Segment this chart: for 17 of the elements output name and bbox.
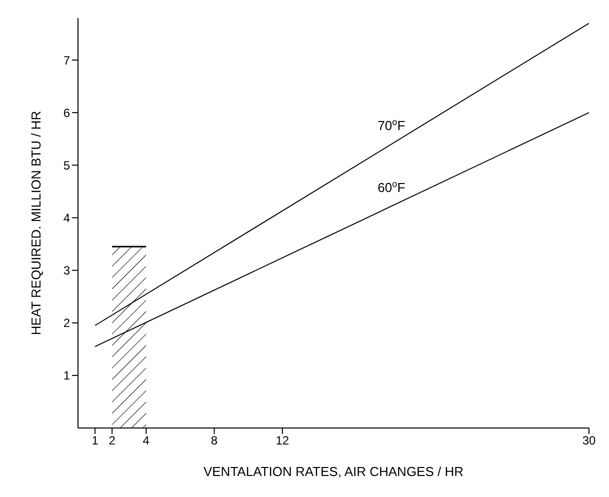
- y-axis-title: HEAT REQUIRED. MILLION BTU / HR: [28, 110, 44, 336]
- y-tick-label: 3: [63, 264, 70, 278]
- x-tick-label: 30: [582, 434, 596, 448]
- y-tick-label: 2: [63, 316, 70, 330]
- x-tick-label: 12: [276, 434, 290, 448]
- series-label: 70$^{o}$F: [378, 117, 406, 134]
- y-tick-label: 5: [63, 158, 70, 172]
- x-tick-label: 2: [108, 434, 116, 448]
- y-tick-label: 4: [63, 211, 70, 226]
- x-tick-label: 1: [92, 434, 99, 448]
- y-tick-label: 7: [63, 53, 70, 68]
- x-axis-title: VENTALATION RATES, AIR CHANGES / HR: [203, 464, 464, 479]
- series-label: 60$^{o}$F: [378, 179, 406, 196]
- x-tick-label: 4: [142, 434, 150, 448]
- y-tick-label: 6: [63, 106, 70, 120]
- y-tick-label: 1: [63, 368, 70, 383]
- x-tick-label: 8: [210, 434, 218, 448]
